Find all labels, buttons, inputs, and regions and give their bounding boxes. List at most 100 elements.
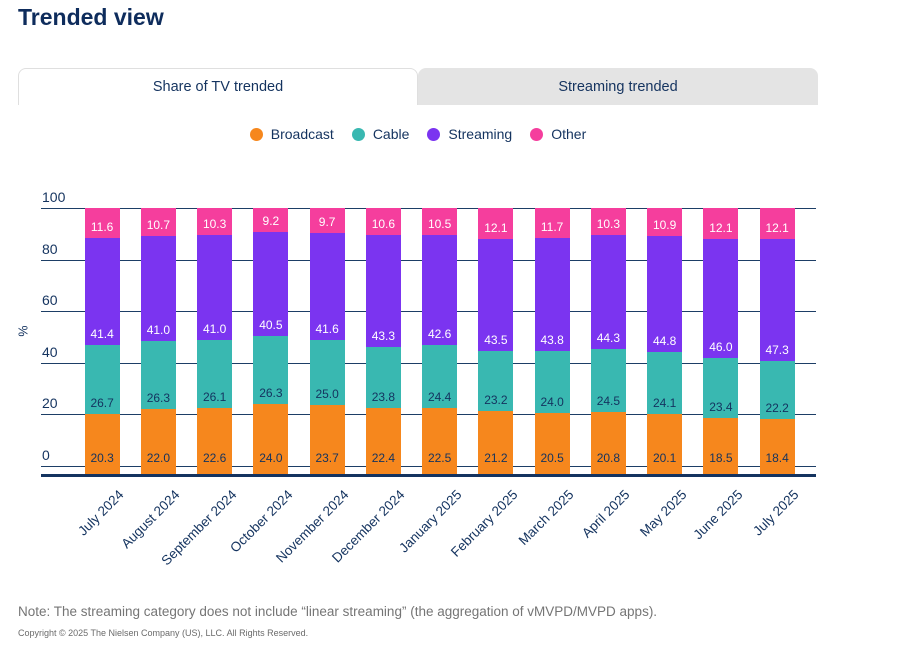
bar-segment-cable[interactable]: 24.4 (422, 344, 458, 408)
bar-segment-other[interactable]: 9.7 (309, 208, 345, 234)
segment-value-label: 22.4 (371, 450, 396, 465)
legend-label: Other (551, 126, 587, 142)
bar-segment-streaming[interactable]: 41.6 (309, 233, 345, 341)
bar-segment-other[interactable]: 10.7 (140, 208, 176, 236)
bar-september-2024: 10.3 41.0 26.1 22.6 (197, 208, 233, 476)
bar-segment-cable[interactable]: 26.7 (84, 344, 120, 414)
bar-segment-streaming[interactable]: 44.8 (647, 236, 683, 352)
bar-segment-cable[interactable]: 25.0 (309, 340, 345, 405)
bar-segment-broadcast[interactable]: 22.4 (365, 408, 401, 476)
bar-segment-broadcast[interactable]: 20.5 (534, 413, 570, 476)
bar-segment-streaming[interactable]: 41.0 (140, 235, 176, 342)
y-tick-label: 60 (42, 292, 58, 309)
legend-item-cable[interactable]: Cable (351, 126, 409, 142)
bar-segment-streaming[interactable]: 41.0 (197, 234, 233, 341)
bar-july-2024: 11.6 41.4 26.7 20.3 (84, 208, 120, 476)
bar-segment-other[interactable]: 11.7 (534, 208, 570, 239)
segment-value-label: 12.1 (709, 221, 733, 236)
legend-dot-icon (427, 127, 441, 141)
legend-item-broadcast[interactable]: Broadcast (249, 126, 334, 142)
bar-segment-cable[interactable]: 24.5 (590, 349, 626, 413)
segment-value-label: 40.5 (259, 318, 283, 333)
segment-value-label: 21.2 (484, 450, 508, 465)
page-title: Trended view (18, 4, 164, 30)
segment-value-label: 10.3 (596, 216, 621, 231)
segment-value-label: 43.8 (540, 333, 564, 348)
bar-segment-cable[interactable]: 22.2 (759, 361, 795, 419)
bar-segment-other[interactable]: 9.2 (253, 208, 289, 232)
segment-value-label: 23.2 (484, 393, 508, 408)
bar-segment-streaming[interactable]: 43.3 (365, 235, 401, 347)
segment-value-label: 18.5 (709, 450, 733, 465)
segment-value-label: 20.8 (596, 450, 621, 465)
bar-november-2024: 9.7 41.6 25.0 23.7 (309, 208, 345, 476)
bar-segment-cable[interactable]: 26.3 (140, 341, 176, 410)
bar-segment-streaming[interactable]: 40.5 (253, 231, 289, 337)
bar-segment-broadcast[interactable]: 20.3 (84, 413, 120, 476)
bar-segment-broadcast[interactable]: 20.8 (590, 412, 626, 476)
bar-segment-streaming[interactable]: 43.5 (478, 239, 514, 352)
bar-segment-other[interactable]: 10.5 (422, 208, 458, 236)
bar-segment-broadcast[interactable]: 22.5 (422, 407, 458, 476)
bar-segment-broadcast[interactable]: 20.1 (647, 414, 683, 476)
bar-segment-other[interactable]: 10.3 (197, 208, 233, 235)
segment-value-label: 46.0 (709, 339, 733, 354)
bar-segment-cable[interactable]: 26.3 (253, 336, 289, 405)
bar-segment-broadcast[interactable]: 21.2 (478, 411, 514, 476)
bar-segment-broadcast[interactable]: 18.5 (703, 418, 739, 476)
bar-segment-broadcast[interactable]: 22.6 (197, 407, 233, 476)
legend-item-other[interactable]: Other (530, 126, 586, 142)
y-tick-label: 0 (42, 447, 50, 463)
bar-segment-streaming[interactable]: 44.3 (590, 234, 626, 350)
bar-segment-broadcast[interactable]: 24.0 (253, 404, 289, 476)
segment-value-label: 24.0 (540, 395, 564, 410)
segment-value-label: 22.2 (765, 400, 789, 415)
bar-segment-other[interactable]: 12.1 (703, 208, 739, 240)
bar-segment-broadcast[interactable]: 23.7 (309, 404, 345, 476)
bar-segment-cable[interactable]: 23.2 (478, 351, 514, 412)
y-tick-label: 20 (42, 395, 58, 412)
bar-segment-other[interactable]: 12.1 (759, 208, 795, 240)
bar-segment-cable[interactable]: 24.0 (534, 351, 570, 414)
legend-item-streaming[interactable]: Streaming (427, 126, 512, 142)
y-axis-label: % (16, 325, 31, 337)
bar-segment-streaming[interactable]: 43.8 (534, 238, 570, 352)
segment-value-label: 22.5 (427, 450, 452, 465)
tab-label: Streaming trended (558, 78, 678, 95)
segment-value-label: 18.4 (765, 450, 789, 465)
bar-segment-other[interactable]: 10.6 (365, 207, 401, 236)
segment-value-label: 43.3 (371, 328, 396, 343)
bar-segment-other[interactable]: 12.1 (478, 208, 514, 240)
bar-segment-cable[interactable]: 26.1 (197, 340, 233, 408)
bar-segment-broadcast[interactable]: 18.4 (759, 418, 795, 476)
bar-segment-cable[interactable]: 24.1 (647, 351, 683, 415)
bar-segment-cable[interactable]: 23.4 (703, 357, 739, 419)
legend-dot-icon (249, 127, 263, 141)
tab-share-of-tv-trended[interactable]: Share of TV trended (18, 68, 418, 105)
y-tick-label: 40 (42, 343, 58, 360)
segment-value-label: 24.0 (259, 450, 283, 465)
bar-december-2024: 10.6 43.3 23.8 22.4 (365, 207, 401, 476)
bar-march-2025: 11.7 43.8 24.0 20.5 (534, 208, 570, 476)
segment-value-label: 12.1 (484, 221, 508, 236)
segment-value-label: 9.7 (318, 215, 336, 230)
bar-segment-cable[interactable]: 23.8 (365, 346, 401, 409)
segment-value-label: 20.3 (90, 450, 114, 465)
segment-value-label: 47.3 (765, 343, 789, 358)
bar-segment-streaming[interactable]: 47.3 (759, 239, 795, 362)
bar-segment-other[interactable]: 11.6 (84, 208, 120, 238)
bar-segment-other[interactable]: 10.9 (647, 208, 683, 237)
bar-segment-streaming[interactable]: 46.0 (703, 239, 739, 358)
legend-label: Streaming (448, 126, 513, 142)
bar-segment-streaming[interactable]: 42.6 (422, 235, 458, 345)
segment-value-label: 23.4 (709, 400, 733, 415)
tab-streaming-trended[interactable]: Streaming trended (418, 68, 818, 105)
copyright: Copyright © 2025 The Nielsen Company (US… (18, 628, 309, 638)
bar-segment-other[interactable]: 10.3 (590, 208, 626, 235)
legend-dot-icon (530, 127, 544, 141)
bar-segment-streaming[interactable]: 41.4 (84, 237, 120, 345)
segment-value-label: 10.9 (652, 218, 677, 233)
bar-segment-broadcast[interactable]: 22.0 (140, 409, 176, 476)
